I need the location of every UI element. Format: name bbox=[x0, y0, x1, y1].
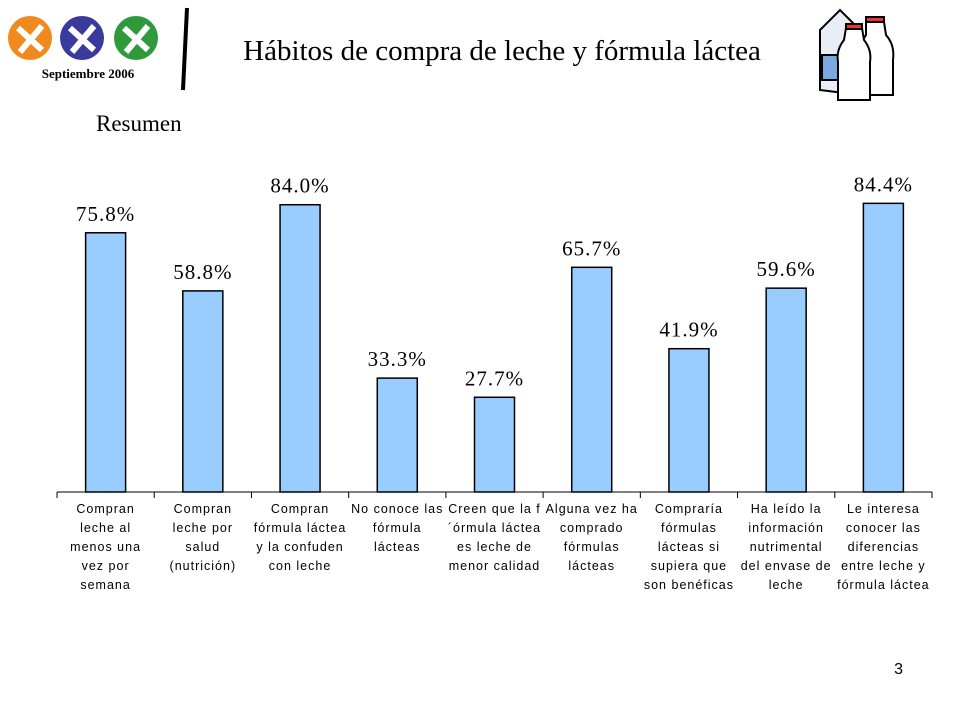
divider bbox=[181, 7, 189, 91]
bar bbox=[376, 377, 419, 493]
bar bbox=[279, 203, 321, 493]
value-label: 41.9% bbox=[659, 318, 718, 342]
x-tick-label: Ha leído la información nutrimental del … bbox=[740, 502, 832, 592]
bar bbox=[570, 266, 613, 493]
x-tick-label: Compran leche por salud (nutrición) bbox=[169, 502, 237, 573]
date: Septiembre 2006 bbox=[42, 66, 135, 81]
x-tick-label: Alguna vez ha comprado fórmulas lácteas bbox=[545, 502, 638, 573]
x-tick-label: Compran leche al menos una vez por seman… bbox=[70, 502, 142, 592]
bar bbox=[765, 287, 807, 493]
title: Hábitos de compra de leche y fórmula lác… bbox=[243, 35, 761, 67]
value-label: 33.3% bbox=[368, 347, 427, 371]
bar bbox=[84, 232, 127, 493]
subtitle: Resumen bbox=[96, 111, 182, 136]
value-label: 27.7% bbox=[465, 366, 524, 390]
value-label: 58.8% bbox=[173, 260, 232, 284]
bar bbox=[182, 290, 224, 493]
x-tick-label: Le interesa conocer las diferencias entr… bbox=[837, 502, 930, 592]
x-tick-label: Compran fórmula láctea y la confuden con… bbox=[253, 502, 347, 573]
logo bbox=[8, 16, 158, 60]
value-label: 84.0% bbox=[270, 174, 329, 198]
page-number: 3 bbox=[894, 661, 903, 678]
milk-icon bbox=[819, 8, 895, 101]
x-tick-label: No conoce las fórmula lácteas bbox=[351, 502, 444, 554]
value-label: 84.4% bbox=[854, 172, 913, 196]
x-tick-label: Creen que la f´órmula láctea es leche de… bbox=[447, 502, 542, 573]
bar bbox=[668, 347, 710, 493]
x-tick-label: Compraría fórmulas lácteas si supiera qu… bbox=[643, 502, 734, 592]
bar bbox=[862, 202, 905, 493]
bar bbox=[473, 396, 516, 493]
value-label: 65.7% bbox=[562, 236, 621, 260]
value-label: 59.6% bbox=[757, 257, 816, 281]
value-label: 75.8% bbox=[76, 202, 135, 226]
